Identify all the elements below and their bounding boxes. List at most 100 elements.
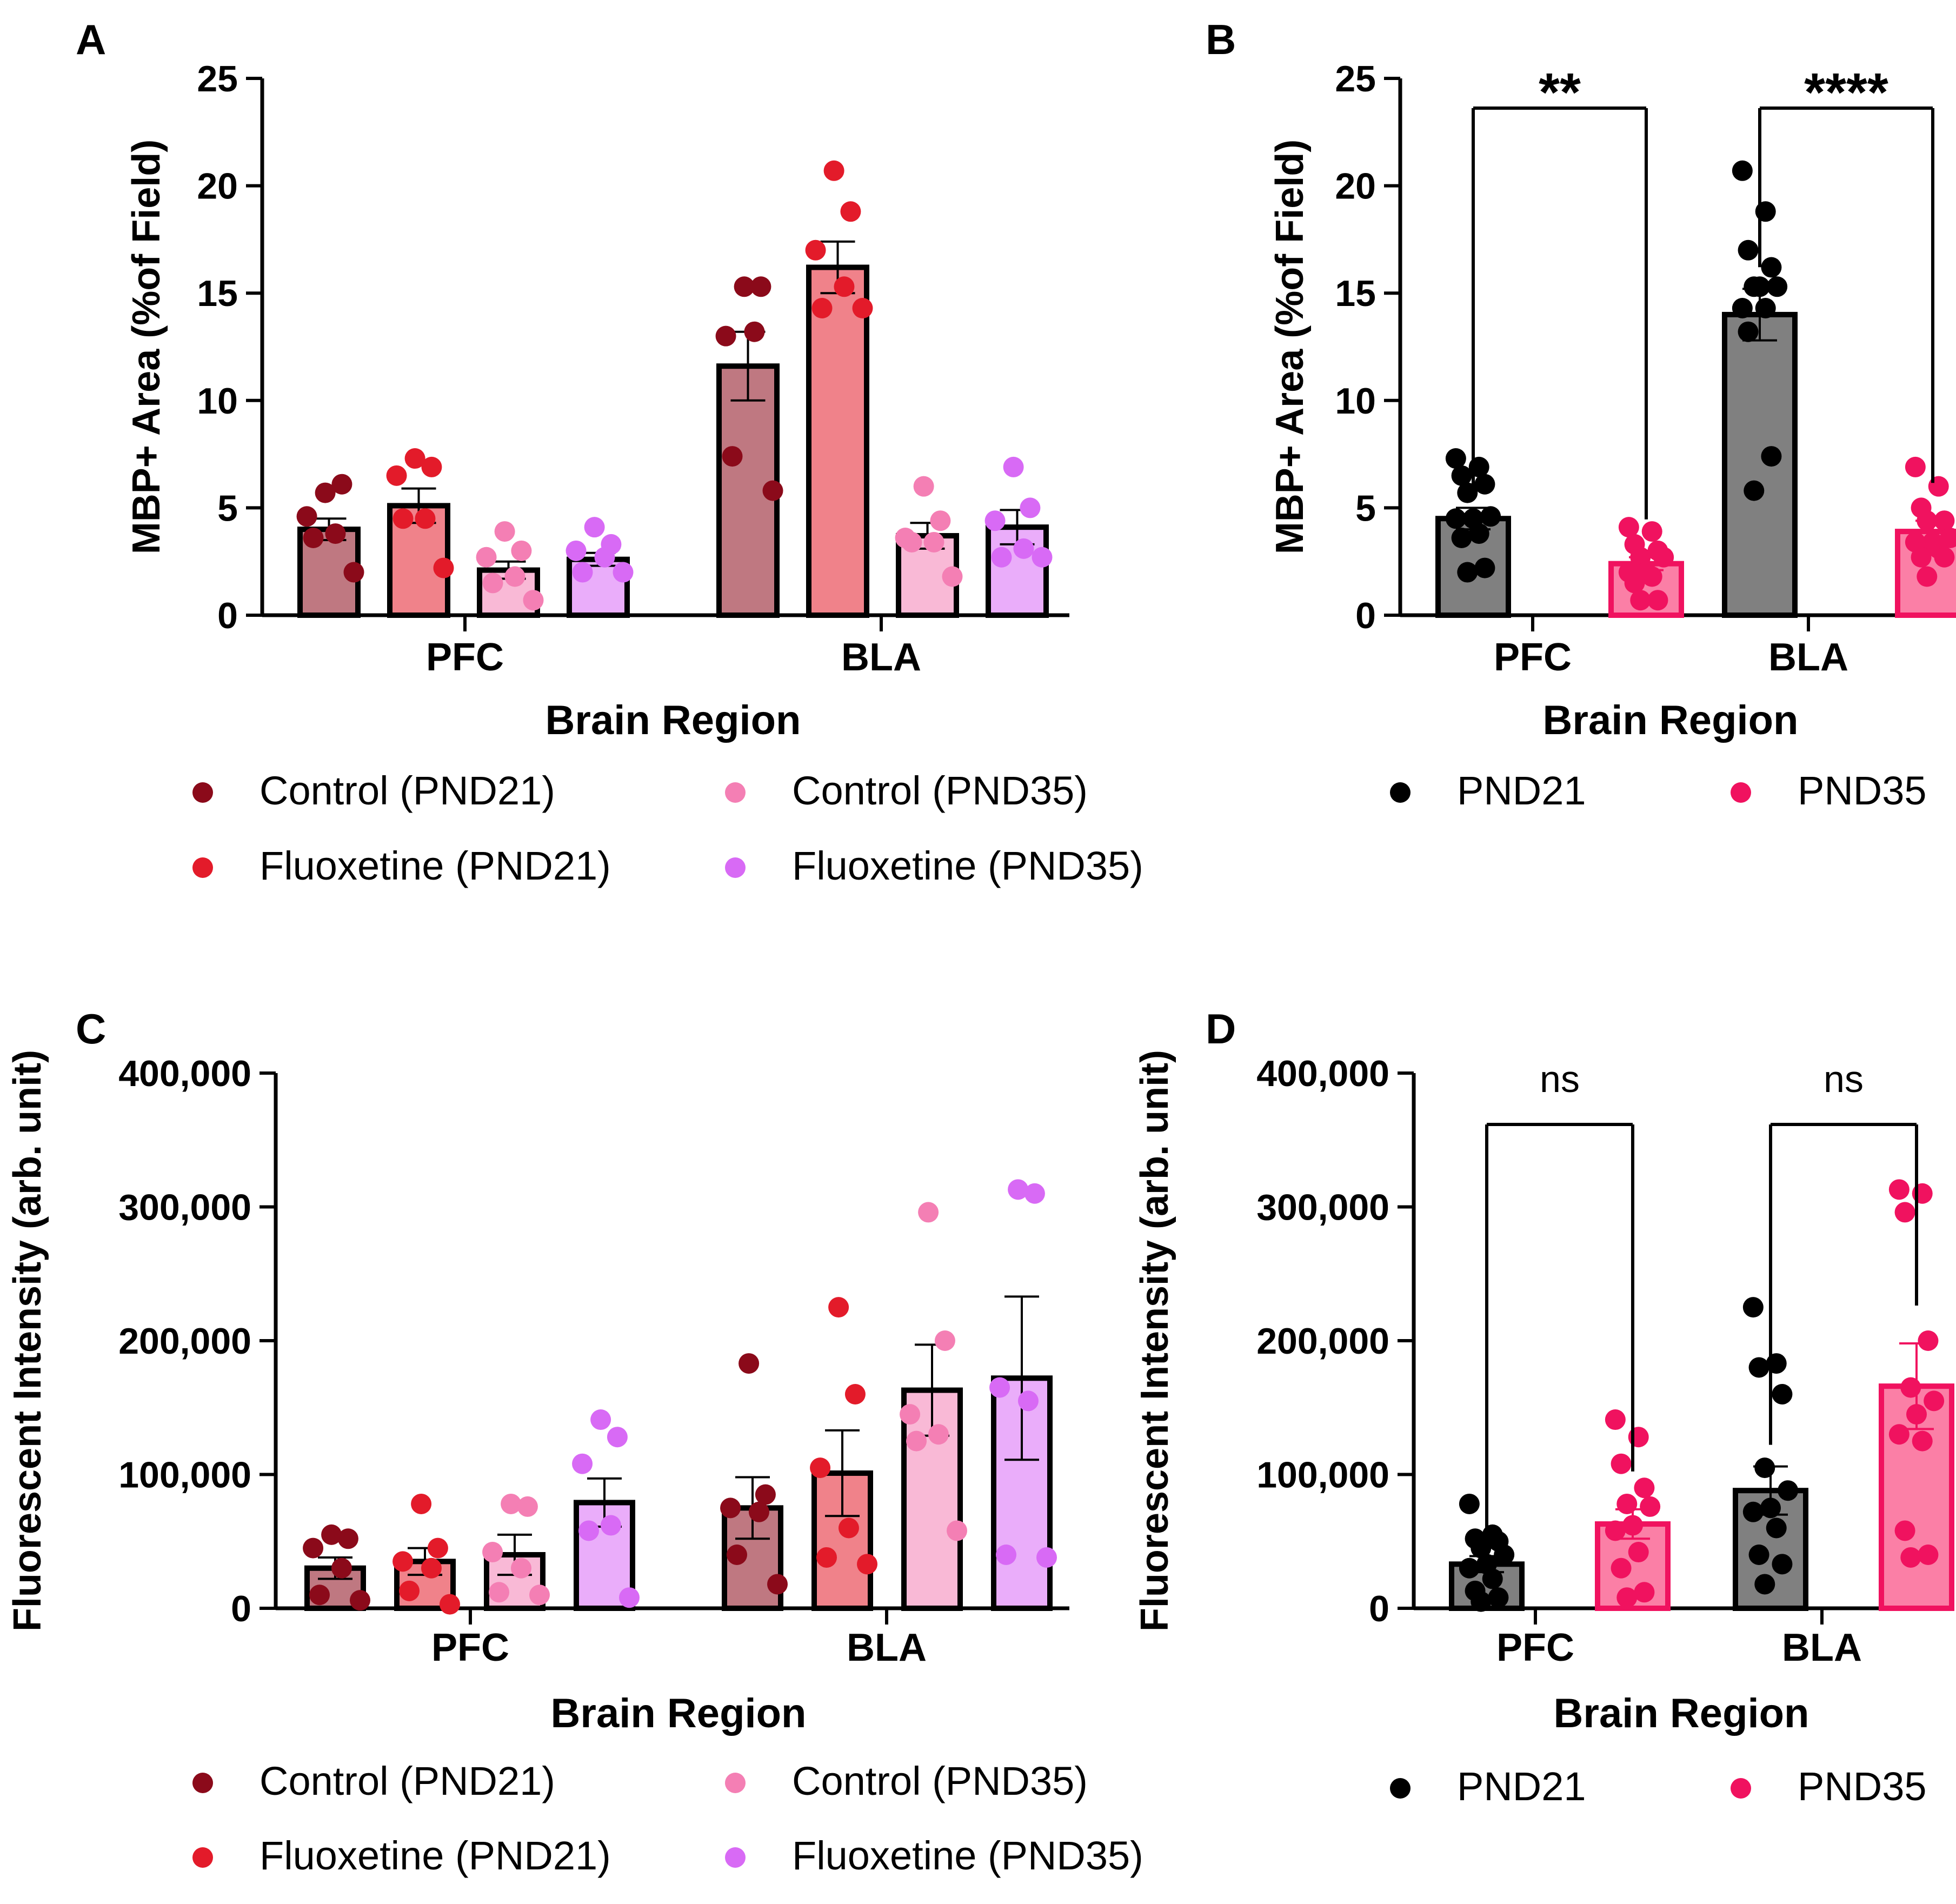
data-point [1778, 1480, 1799, 1501]
data-point [1772, 1554, 1793, 1575]
data-point [501, 1493, 522, 1514]
data-point [1622, 1515, 1643, 1536]
legend-marker [1390, 1778, 1411, 1799]
data-point [1894, 1202, 1915, 1223]
data-point [1641, 566, 1662, 587]
y-axis-label: MBP+ Area (%of Field) [125, 139, 168, 554]
y-tick-label: 10 [1335, 381, 1376, 422]
y-tick-label: 0 [1369, 1588, 1389, 1629]
legend-marker [192, 782, 213, 803]
data-point [734, 276, 755, 297]
data-point [1888, 1424, 1910, 1445]
legend-marker [192, 1773, 213, 1793]
y-tick-label: 5 [217, 488, 238, 529]
legend-marker [192, 1847, 213, 1868]
data-point [1628, 1542, 1649, 1563]
data-point [934, 1330, 955, 1351]
data-point [523, 590, 544, 611]
data-point [594, 547, 615, 568]
data-point [810, 1457, 831, 1479]
data-point [1738, 239, 1759, 261]
data-point [1488, 1587, 1509, 1608]
significance-label: **** [1804, 62, 1888, 123]
data-point [1616, 1493, 1638, 1514]
data-point [1024, 1183, 1045, 1204]
x-axis-title: Brain Region [1543, 697, 1799, 743]
data-point [1761, 257, 1782, 278]
data-point [1459, 1493, 1480, 1514]
data-point [331, 1557, 352, 1579]
data-point [572, 1453, 593, 1474]
data-point [744, 321, 765, 342]
data-point [476, 547, 497, 568]
legend-label: PND21 [1457, 1764, 1586, 1809]
data-point [1451, 465, 1472, 486]
data-point [1742, 1297, 1764, 1318]
y-tick-label: 5 [1355, 488, 1376, 529]
data-point [489, 1582, 510, 1603]
legend-label: Control (PND35) [792, 1759, 1088, 1803]
data-point [399, 1580, 420, 1601]
data-point [1732, 298, 1753, 319]
data-point [600, 1515, 621, 1536]
data-point [1767, 276, 1788, 297]
legend-marker [725, 782, 746, 803]
data-point [828, 1297, 849, 1318]
data-point [739, 1353, 760, 1374]
data-point [1748, 1357, 1769, 1378]
data-point [1934, 547, 1955, 568]
y-tick-label: 0 [217, 595, 238, 636]
data-point [510, 1557, 531, 1579]
data-point [928, 1424, 949, 1445]
y-tick-label: 20 [197, 166, 238, 207]
data-point [1905, 456, 1926, 477]
data-point [1634, 1477, 1655, 1499]
data-point [613, 562, 634, 583]
data-point [1911, 547, 1932, 568]
significance-label: ns [1824, 1058, 1864, 1100]
y-tick-label: 300,000 [118, 1187, 251, 1228]
data-point [565, 540, 587, 561]
panel-D: D 0 100,000 200,000 300,000 400,000 Fluorescen… [1133, 1005, 1954, 1809]
data-point [350, 1590, 370, 1611]
data-point [517, 1496, 538, 1517]
data-point [427, 1537, 448, 1559]
data-point [343, 562, 364, 583]
legend-label: Control (PND21) [260, 1759, 555, 1803]
data-point [750, 276, 771, 297]
panel-letter: D [1206, 1005, 1236, 1053]
x-category-label: BLA [1782, 1626, 1862, 1669]
data-point [1755, 298, 1776, 319]
legend-label: Fluoxetine (PND21) [260, 843, 611, 888]
legend-marker [725, 1773, 746, 1793]
legend-marker [1731, 1778, 1751, 1799]
data-point [1918, 1330, 1939, 1351]
data-point [1772, 1384, 1793, 1404]
data-point [840, 201, 861, 222]
data-point [900, 1404, 921, 1425]
data-point [1641, 521, 1662, 542]
data-point [1761, 446, 1782, 467]
y-tick-label: 15 [197, 273, 238, 314]
data-point [1017, 1390, 1039, 1412]
data-point [727, 1544, 748, 1565]
data-point [1457, 482, 1478, 503]
data-point [1888, 1179, 1910, 1200]
data-point [415, 508, 436, 529]
legend-marker [1390, 782, 1411, 803]
data-point [838, 1517, 859, 1539]
data-point [1494, 1544, 1515, 1565]
data-point [1924, 1390, 1945, 1412]
data-point [1738, 321, 1759, 342]
data-point [421, 456, 442, 477]
data-point [852, 298, 873, 319]
data-point [421, 1557, 442, 1579]
significance-label: ** [1539, 62, 1581, 123]
y-tick-label: 400,000 [118, 1053, 251, 1094]
y-axis-label: Fluorescent Intensity (arb. unit) [6, 1050, 49, 1632]
data-point [529, 1585, 550, 1606]
x-category-label: BLA [847, 1626, 927, 1669]
significance-label: ns [1540, 1058, 1580, 1100]
bar [806, 264, 869, 618]
